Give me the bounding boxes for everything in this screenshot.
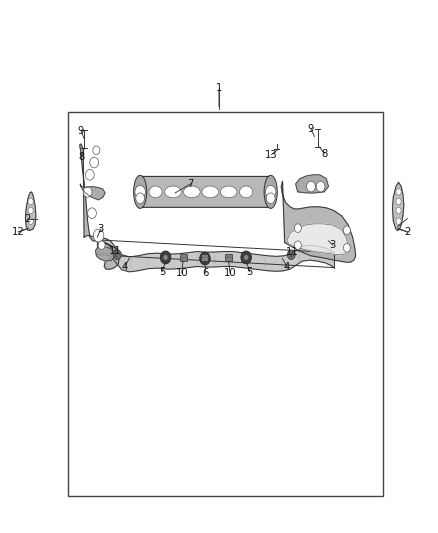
- Circle shape: [28, 218, 33, 224]
- Text: 3: 3: [330, 240, 336, 250]
- Circle shape: [113, 250, 121, 260]
- Polygon shape: [392, 182, 404, 230]
- Text: 8: 8: [321, 149, 327, 158]
- Text: 12: 12: [12, 227, 25, 237]
- Bar: [68, 112, 383, 496]
- Ellipse shape: [264, 175, 277, 208]
- Circle shape: [160, 251, 171, 264]
- Polygon shape: [296, 175, 328, 193]
- Ellipse shape: [220, 186, 237, 198]
- Text: 5: 5: [247, 267, 253, 277]
- Circle shape: [88, 208, 96, 219]
- Circle shape: [396, 207, 401, 214]
- Circle shape: [244, 255, 248, 260]
- Ellipse shape: [240, 186, 253, 198]
- Text: 11: 11: [286, 247, 299, 256]
- Polygon shape: [97, 238, 334, 272]
- Circle shape: [90, 157, 99, 168]
- Circle shape: [265, 185, 276, 198]
- Text: 3: 3: [98, 224, 104, 234]
- Circle shape: [83, 187, 92, 197]
- Polygon shape: [287, 224, 348, 255]
- Circle shape: [203, 256, 207, 261]
- Text: 13: 13: [265, 150, 278, 159]
- Ellipse shape: [202, 186, 219, 198]
- Circle shape: [135, 185, 145, 198]
- Circle shape: [294, 241, 301, 249]
- Circle shape: [136, 193, 145, 204]
- Ellipse shape: [184, 186, 200, 198]
- Circle shape: [343, 226, 350, 235]
- Text: 11: 11: [108, 246, 121, 255]
- Circle shape: [28, 198, 33, 205]
- Circle shape: [98, 241, 105, 249]
- Circle shape: [294, 224, 301, 232]
- Circle shape: [28, 207, 33, 214]
- Circle shape: [93, 146, 100, 155]
- Text: 9: 9: [78, 126, 84, 135]
- Text: 9: 9: [308, 124, 314, 134]
- Text: 6: 6: [203, 268, 209, 278]
- Text: 8: 8: [78, 152, 84, 162]
- Polygon shape: [80, 144, 119, 269]
- Ellipse shape: [149, 186, 162, 198]
- Text: 1: 1: [216, 83, 222, 93]
- Circle shape: [85, 169, 94, 180]
- Circle shape: [396, 198, 401, 205]
- Text: 10: 10: [224, 268, 236, 278]
- Circle shape: [287, 250, 295, 260]
- FancyBboxPatch shape: [140, 176, 272, 207]
- Polygon shape: [95, 245, 115, 261]
- Text: 5: 5: [159, 267, 165, 277]
- Circle shape: [266, 193, 275, 204]
- Circle shape: [93, 229, 104, 242]
- Text: 10: 10: [176, 268, 188, 278]
- Bar: [201, 254, 208, 261]
- Ellipse shape: [165, 186, 181, 198]
- Text: 4: 4: [122, 262, 128, 271]
- Circle shape: [163, 255, 168, 260]
- Text: 4: 4: [284, 262, 290, 271]
- Polygon shape: [281, 181, 356, 262]
- Circle shape: [241, 251, 251, 264]
- Circle shape: [396, 189, 401, 195]
- Polygon shape: [80, 184, 105, 200]
- Circle shape: [343, 244, 350, 252]
- Text: 2: 2: [404, 227, 410, 237]
- Bar: [225, 254, 232, 261]
- Circle shape: [307, 181, 315, 192]
- Text: 7: 7: [187, 179, 194, 189]
- Ellipse shape: [134, 175, 147, 208]
- Circle shape: [396, 218, 401, 224]
- Polygon shape: [25, 192, 36, 230]
- Text: 2: 2: [24, 214, 30, 223]
- Circle shape: [316, 181, 325, 192]
- Circle shape: [200, 252, 210, 265]
- Bar: [180, 254, 187, 261]
